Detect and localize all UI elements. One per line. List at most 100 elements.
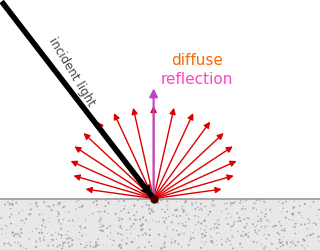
Point — [275, 231, 280, 235]
Point — [294, 221, 300, 225]
Point — [140, 227, 145, 231]
Point — [201, 232, 206, 235]
Point — [273, 224, 278, 228]
Point — [108, 237, 113, 241]
Point — [162, 240, 167, 244]
Point — [101, 224, 106, 228]
Point — [74, 236, 79, 240]
Point — [59, 236, 64, 240]
Point — [119, 233, 124, 237]
Point — [305, 244, 310, 248]
Point — [171, 228, 176, 232]
Point — [59, 246, 64, 250]
Point — [280, 240, 285, 244]
Point — [228, 216, 233, 220]
Point — [43, 225, 48, 229]
Point — [132, 227, 137, 231]
Point — [116, 244, 122, 248]
Point — [59, 234, 64, 237]
Point — [304, 235, 309, 239]
Point — [49, 234, 54, 238]
Point — [122, 233, 127, 237]
Point — [83, 218, 88, 222]
Point — [261, 233, 266, 237]
Point — [6, 204, 11, 208]
Point — [108, 224, 113, 228]
Point — [113, 212, 118, 216]
Point — [196, 220, 201, 224]
Point — [316, 239, 320, 243]
Point — [211, 204, 216, 208]
Point — [251, 222, 256, 226]
Point — [147, 240, 152, 244]
Point — [301, 238, 306, 242]
Point — [307, 234, 312, 237]
Point — [174, 229, 179, 233]
Point — [290, 212, 295, 216]
Point — [84, 220, 89, 224]
Point — [45, 232, 50, 235]
Point — [237, 216, 242, 220]
Point — [287, 218, 292, 222]
Point — [263, 243, 268, 247]
Point — [34, 227, 39, 231]
Point — [42, 235, 47, 239]
Point — [209, 239, 214, 243]
Point — [6, 242, 11, 246]
Point — [18, 227, 23, 231]
Point — [299, 223, 304, 227]
Point — [259, 210, 264, 214]
Point — [106, 212, 111, 216]
Point — [266, 233, 271, 237]
Point — [59, 227, 64, 231]
Point — [214, 222, 219, 226]
Point — [50, 233, 55, 237]
Point — [160, 246, 165, 250]
Point — [292, 225, 297, 229]
Point — [117, 226, 123, 230]
Point — [67, 244, 72, 248]
Point — [116, 200, 122, 203]
Point — [290, 212, 295, 216]
Point — [119, 226, 124, 230]
Point — [61, 218, 66, 222]
Point — [41, 237, 46, 241]
Point — [194, 201, 199, 205]
Point — [110, 243, 116, 247]
Point — [186, 218, 191, 222]
Point — [300, 244, 305, 248]
Point — [27, 213, 32, 217]
Point — [98, 217, 103, 221]
Point — [173, 208, 178, 212]
Point — [37, 236, 43, 240]
Point — [315, 227, 320, 231]
Point — [131, 222, 136, 226]
Point — [184, 213, 189, 217]
Point — [19, 218, 24, 222]
Point — [169, 220, 174, 224]
Point — [284, 242, 290, 246]
Point — [56, 232, 61, 236]
Point — [78, 224, 83, 228]
Point — [122, 204, 127, 208]
Point — [88, 244, 93, 248]
Point — [260, 216, 265, 220]
Point — [79, 205, 84, 209]
Point — [311, 200, 316, 204]
Point — [163, 210, 168, 214]
Point — [241, 230, 246, 234]
Point — [235, 230, 240, 234]
Point — [91, 245, 96, 249]
Point — [139, 228, 144, 232]
Point — [8, 207, 13, 211]
Point — [147, 204, 152, 208]
Point — [224, 216, 229, 220]
Point — [137, 245, 142, 249]
Point — [210, 202, 215, 206]
Point — [8, 202, 13, 206]
Point — [147, 228, 152, 232]
Point — [306, 222, 311, 226]
Point — [297, 204, 302, 208]
Point — [292, 200, 297, 203]
Point — [192, 227, 197, 231]
